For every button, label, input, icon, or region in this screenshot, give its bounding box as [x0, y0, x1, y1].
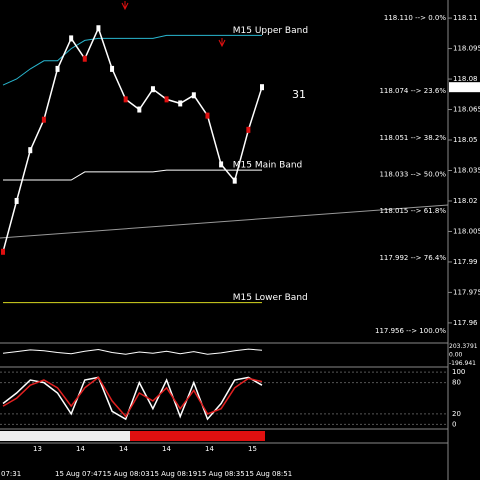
candle — [1, 248, 5, 255]
time-label: 15 Aug 08:35 — [198, 470, 245, 478]
candle — [55, 65, 60, 72]
candle — [41, 116, 46, 123]
candle — [219, 161, 224, 168]
hour-label: 14 — [162, 445, 171, 453]
y-tick-label: 118.05 — [453, 136, 478, 144]
y-tick-label: 117.96 — [453, 319, 478, 327]
arrow-icon — [121, 1, 129, 11]
stoch-tick-label: 0 — [452, 420, 456, 428]
price-line — [2, 26, 263, 252]
band-line — [2, 34, 262, 86]
stoch-line — [2, 376, 263, 418]
candle — [123, 96, 128, 103]
oscillator-line — [2, 348, 263, 355]
y-tick-label: 117.975 — [453, 288, 480, 296]
osc-tick-label: 0.00 — [449, 352, 463, 359]
hour-label: 14 — [205, 445, 214, 453]
signal-strip — [130, 431, 265, 441]
band-label: M15 Main Band — [233, 161, 303, 171]
time-label: 15 Aug 08:51 — [245, 470, 292, 478]
time-label: 15 Aug 08:19 — [150, 470, 197, 478]
candle — [178, 100, 183, 107]
fib-label: 118.033 --> 50.0% — [379, 171, 446, 179]
stoch-tick-label: 20 — [452, 410, 461, 418]
candle — [110, 65, 115, 72]
candle — [96, 25, 101, 32]
band-line — [3, 169, 262, 181]
last-price-label: 118.076 — [451, 83, 480, 91]
y-tick-label: 118.035 — [453, 166, 480, 174]
fib-label: 118.051 --> 38.2% — [379, 134, 446, 142]
y-tick-label: 118.08 — [453, 75, 478, 83]
candle — [82, 55, 87, 62]
y-tick-label: 118.095 — [453, 45, 480, 53]
trend-line — [0, 204, 449, 239]
candle — [205, 112, 210, 119]
band-label: M15 Lower Band — [233, 293, 308, 303]
candle — [14, 197, 19, 204]
fib-label: 118.110 --> 0.0% — [384, 14, 446, 22]
y-tick-label: 118.02 — [453, 197, 478, 205]
candle — [232, 177, 237, 184]
candle — [150, 86, 155, 93]
hour-label: 14 — [119, 445, 128, 453]
y-tick-label: 118.005 — [453, 227, 480, 235]
candle — [137, 106, 142, 113]
hour-label: 15 — [248, 445, 257, 453]
time-label: 07:31 — [1, 470, 21, 478]
candle — [28, 147, 33, 154]
annotation: 31 — [292, 88, 306, 101]
band-label: M15 Upper Band — [233, 26, 308, 36]
fib-label: 117.956 --> 100.0% — [375, 327, 446, 335]
osc-tick-label: -196.941 — [449, 360, 476, 367]
time-label: 15 Aug 08:03 — [103, 470, 150, 478]
fib-label: 117.992 --> 76.4% — [379, 254, 446, 262]
candle — [69, 35, 74, 42]
candle — [164, 96, 169, 103]
time-label: 15 Aug 07:47 — [55, 470, 102, 478]
candle — [246, 126, 251, 133]
hour-label: 13 — [33, 445, 42, 453]
hour-label: 14 — [76, 445, 85, 453]
osc-tick-label: 203.3791 — [449, 343, 478, 350]
y-tick-label: 117.99 — [453, 258, 478, 266]
fib-label: 118.015 --> 61.8% — [379, 207, 446, 215]
arrow-icon — [218, 38, 226, 48]
last-price-box — [449, 82, 480, 93]
stoch-tick-label: 80 — [452, 379, 461, 387]
candle — [191, 92, 196, 99]
candle — [260, 84, 264, 91]
signal-strip — [0, 431, 130, 441]
stoch-line — [2, 376, 263, 421]
y-tick-label: 118.065 — [453, 106, 480, 114]
y-tick-label: 118.11 — [453, 14, 478, 22]
fib-label: 118.074 --> 23.6% — [379, 87, 446, 95]
stoch-tick-label: 100 — [452, 368, 465, 376]
